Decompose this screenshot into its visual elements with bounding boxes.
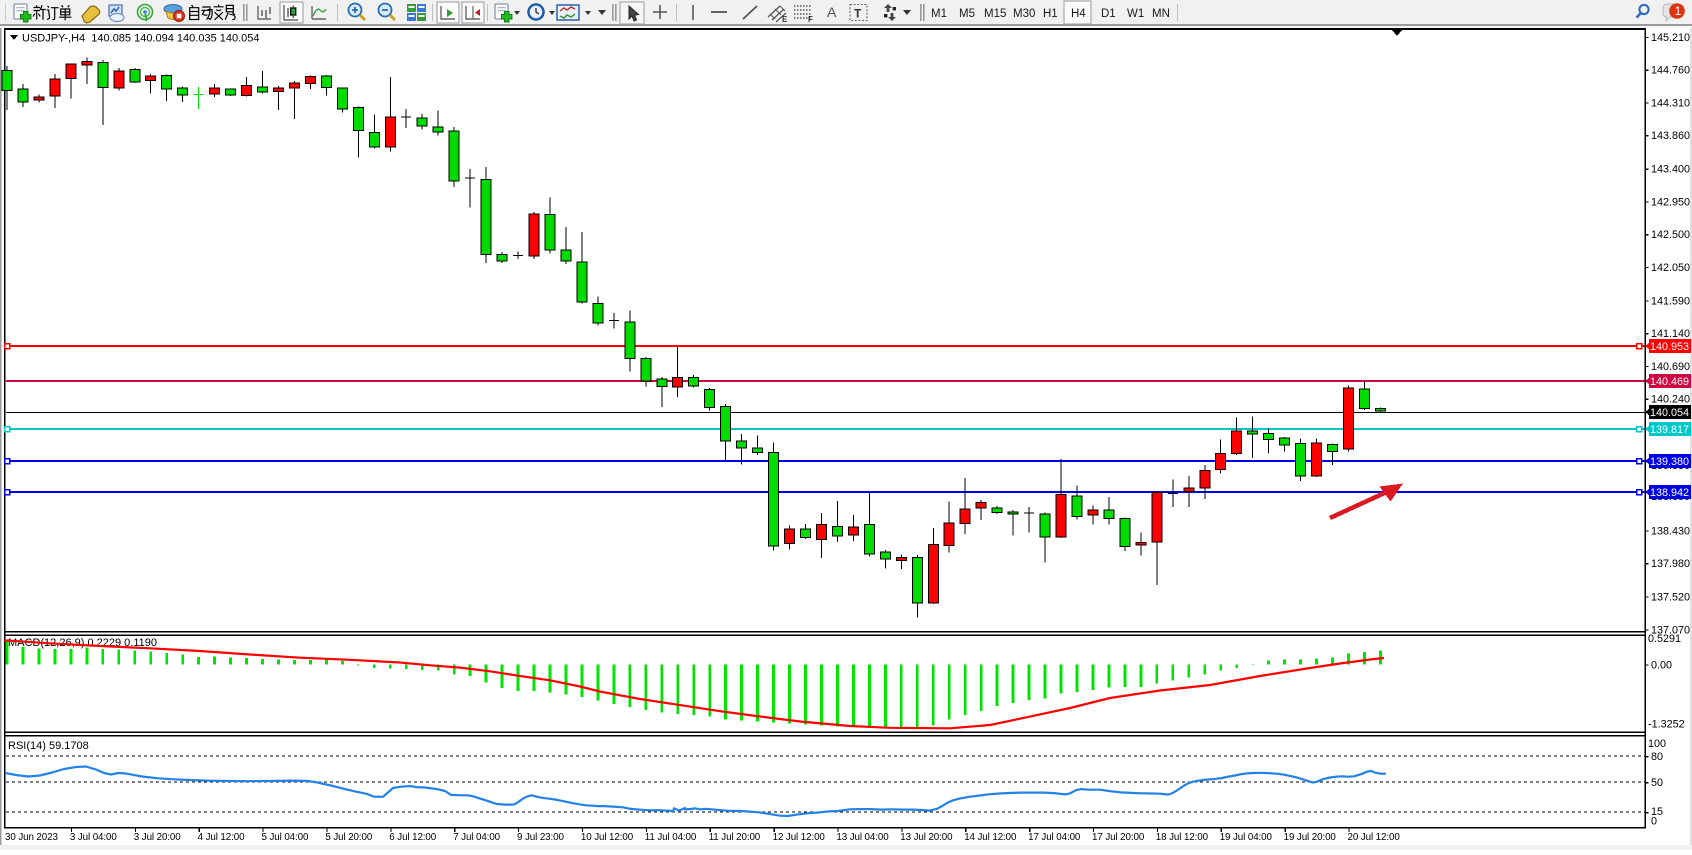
svg-text:142.950: 142.950 bbox=[1651, 196, 1690, 208]
svg-text:141.140: 141.140 bbox=[1651, 328, 1690, 340]
svg-text:144.760: 144.760 bbox=[1651, 65, 1690, 77]
svg-text:19 Jul 20:00: 19 Jul 20:00 bbox=[1284, 832, 1337, 843]
svg-text:13 Jul 20:00: 13 Jul 20:00 bbox=[900, 832, 953, 843]
svg-text:14 Jul 12:00: 14 Jul 12:00 bbox=[964, 832, 1017, 843]
svg-text:145.210: 145.210 bbox=[1651, 32, 1690, 44]
svg-text:142.050: 142.050 bbox=[1651, 262, 1690, 274]
svg-text:10 Jul 12:00: 10 Jul 12:00 bbox=[581, 832, 634, 843]
svg-text:50: 50 bbox=[1651, 777, 1663, 789]
svg-text:12 Jul 12:00: 12 Jul 12:00 bbox=[773, 832, 826, 843]
svg-text:139.380: 139.380 bbox=[1650, 456, 1689, 468]
svg-text:137.980: 137.980 bbox=[1651, 558, 1690, 570]
svg-text:0: 0 bbox=[1651, 816, 1657, 828]
svg-text:5 Jul 20:00: 5 Jul 20:00 bbox=[325, 832, 372, 843]
svg-text:0.00: 0.00 bbox=[1651, 660, 1672, 672]
svg-text:138.942: 138.942 bbox=[1650, 487, 1689, 499]
svg-text:140.054: 140.054 bbox=[1650, 407, 1689, 419]
svg-text:3 Jul 20:00: 3 Jul 20:00 bbox=[134, 832, 181, 843]
svg-text:15: 15 bbox=[1651, 806, 1663, 818]
svg-text:H1: H1 bbox=[1043, 8, 1058, 20]
svg-text:E: E bbox=[782, 15, 788, 24]
svg-text:5 Jul 04:00: 5 Jul 04:00 bbox=[262, 832, 309, 843]
svg-text:9 Jul 23:00: 9 Jul 23:00 bbox=[517, 832, 564, 843]
svg-text:F: F bbox=[808, 15, 813, 24]
svg-text:143.400: 143.400 bbox=[1651, 164, 1690, 176]
svg-text:18 Jul 12:00: 18 Jul 12:00 bbox=[1156, 832, 1209, 843]
svg-text:143.860: 143.860 bbox=[1651, 130, 1690, 142]
svg-text:141.590: 141.590 bbox=[1651, 295, 1690, 307]
svg-text:11 Jul 04:00: 11 Jul 04:00 bbox=[645, 832, 697, 843]
svg-text:RSI(14) 59.1708: RSI(14) 59.1708 bbox=[8, 740, 89, 752]
svg-text:-1.3252: -1.3252 bbox=[1648, 719, 1685, 731]
svg-text:17 Jul 04:00: 17 Jul 04:00 bbox=[1028, 832, 1081, 843]
svg-text:142.500: 142.500 bbox=[1651, 229, 1690, 241]
svg-text:19 Jul 04:00: 19 Jul 04:00 bbox=[1220, 832, 1273, 843]
svg-text:W1: W1 bbox=[1127, 8, 1144, 20]
svg-text:USDJPY-,H4 140.085 140.094 14: USDJPY-,H4 140.085 140.094 140.035 140.0… bbox=[22, 33, 260, 45]
svg-text:140.469: 140.469 bbox=[1650, 376, 1689, 388]
svg-text:17 Jul 20:00: 17 Jul 20:00 bbox=[1092, 832, 1145, 843]
svg-text:80: 80 bbox=[1651, 751, 1663, 763]
svg-text:139.817: 139.817 bbox=[1650, 424, 1689, 436]
svg-text:20 Jul 12:00: 20 Jul 12:00 bbox=[1348, 832, 1401, 843]
svg-text:100: 100 bbox=[1648, 738, 1666, 750]
svg-text:11 Jul 20:00: 11 Jul 20:00 bbox=[709, 832, 761, 843]
svg-text:4 Jul 12:00: 4 Jul 12:00 bbox=[198, 832, 245, 843]
svg-text:30 Jun 2023: 30 Jun 2023 bbox=[5, 832, 58, 843]
svg-text:A: A bbox=[827, 4, 837, 20]
svg-text:137.070: 137.070 bbox=[1651, 624, 1690, 636]
svg-text:1: 1 bbox=[1675, 4, 1682, 18]
svg-text:T: T bbox=[854, 7, 862, 21]
svg-text:138.430: 138.430 bbox=[1651, 525, 1690, 537]
svg-text:M15: M15 bbox=[984, 8, 1006, 20]
svg-text:140.240: 140.240 bbox=[1651, 394, 1690, 406]
svg-text:6 Jul 12:00: 6 Jul 12:00 bbox=[389, 832, 436, 843]
svg-text:140.953: 140.953 bbox=[1650, 341, 1689, 353]
svg-text:137.520: 137.520 bbox=[1651, 592, 1690, 604]
svg-text:0.5291: 0.5291 bbox=[1648, 633, 1681, 645]
svg-text:D1: D1 bbox=[1101, 8, 1116, 20]
svg-text:M30: M30 bbox=[1013, 8, 1035, 20]
svg-text:M5: M5 bbox=[959, 8, 975, 20]
svg-text:H4: H4 bbox=[1071, 8, 1086, 20]
svg-text:3 Jul 04:00: 3 Jul 04:00 bbox=[70, 832, 117, 843]
svg-text:7 Jul 04:00: 7 Jul 04:00 bbox=[453, 832, 500, 843]
svg-text:MN: MN bbox=[1152, 8, 1170, 20]
svg-text:M1: M1 bbox=[931, 8, 947, 20]
svg-text:140.690: 140.690 bbox=[1651, 361, 1690, 373]
svg-text:144.310: 144.310 bbox=[1651, 98, 1690, 110]
svg-text:13 Jul 04:00: 13 Jul 04:00 bbox=[836, 832, 889, 843]
